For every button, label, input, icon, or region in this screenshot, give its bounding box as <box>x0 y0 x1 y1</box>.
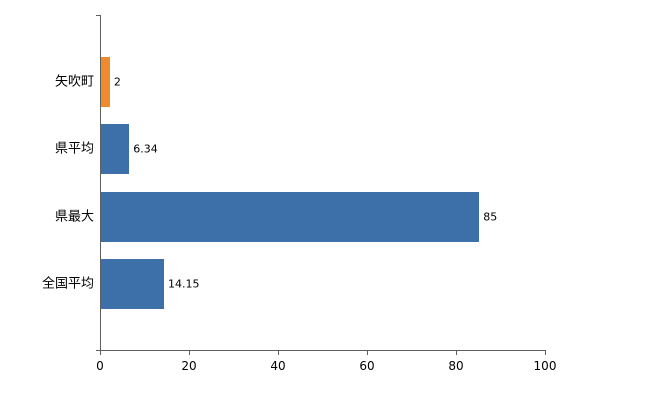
bar-2 <box>101 191 480 242</box>
category-label: 矢吹町 <box>54 74 94 90</box>
bar-3 <box>101 259 164 310</box>
bar-value-label: 6.34 <box>133 142 158 156</box>
bar-1 <box>101 124 130 175</box>
x-axis-tick <box>545 351 546 355</box>
bar-value-label: 2 <box>113 75 121 89</box>
bar-value-label: 14.15 <box>167 277 200 291</box>
category-label: 県最大 <box>54 209 94 225</box>
y-axis-tick <box>96 15 100 16</box>
x-axis-tick <box>367 351 368 355</box>
y-axis-tick <box>96 350 100 351</box>
bar-value-label: 85 <box>483 210 498 224</box>
category-label: 県平均 <box>54 141 94 157</box>
bar-0 <box>101 56 110 107</box>
x-axis-tick-label: 100 <box>533 359 557 373</box>
plot-area: 2 6.34 85 14.15 <box>100 15 546 351</box>
category-label: 全国平均 <box>41 276 94 292</box>
x-axis-tick-label: 60 <box>359 359 375 373</box>
x-axis-tick-label: 20 <box>181 359 197 373</box>
x-axis-tick <box>100 351 101 355</box>
x-axis-tick-label: 0 <box>96 359 104 373</box>
x-axis-tick-label: 80 <box>448 359 464 373</box>
x-axis-tick <box>189 351 190 355</box>
x-axis-tick <box>456 351 457 355</box>
x-axis-tick <box>278 351 279 355</box>
x-axis-tick-label: 40 <box>270 359 286 373</box>
